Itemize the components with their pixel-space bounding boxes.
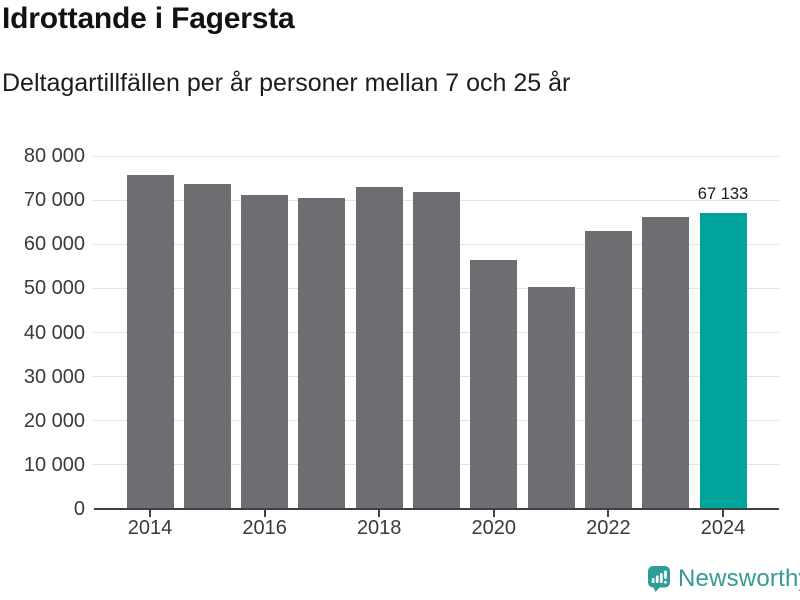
bar	[470, 259, 518, 509]
x-axis-label: 2020	[471, 517, 517, 539]
bar	[584, 231, 632, 509]
value-label: 67 133	[697, 184, 749, 203]
x-axis-label: 2018	[356, 517, 402, 539]
bar	[527, 287, 575, 509]
y-axis-label: 60 000	[23, 233, 85, 256]
x-axis-tick	[492, 510, 495, 517]
x-axis-line	[94, 508, 779, 510]
y-axis-label: 20 000	[23, 409, 85, 432]
y-axis-label: 80 000	[23, 145, 85, 167]
bar-chart-speech-bubble-icon	[648, 566, 670, 592]
bar	[355, 187, 403, 509]
gridline	[93, 155, 779, 157]
y-axis-label: 30 000	[23, 365, 85, 388]
bar	[642, 217, 690, 509]
y-axis-label: 10 000	[23, 453, 85, 476]
chart-subtitle: Deltagartillfällen per år personer mella…	[2, 69, 571, 97]
x-axis-tick	[722, 510, 724, 517]
x-axis-label: 2016	[242, 517, 287, 539]
bar	[241, 195, 289, 509]
x-axis-label: 2022	[586, 517, 631, 539]
x-axis-tick	[607, 510, 610, 517]
bar	[183, 184, 231, 509]
x-axis-tick	[378, 510, 381, 517]
x-axis-tick	[263, 510, 266, 517]
y-axis-label: 50 000	[23, 277, 85, 300]
brand-footer: Newsworthy	[648, 566, 800, 596]
x-axis-label: 2024	[700, 517, 746, 539]
bar	[298, 197, 346, 509]
x-axis-label: 2014	[127, 517, 173, 539]
x-axis-tick	[149, 510, 151, 517]
y-axis-label: 40 000	[23, 321, 85, 344]
y-axis-label: 0	[73, 498, 85, 520]
bar	[126, 175, 174, 509]
bar	[413, 192, 460, 509]
bar-highlighted	[699, 212, 747, 509]
y-axis-label: 70 000	[23, 189, 85, 212]
chart-title: Idrottande i Fagersta	[2, 2, 295, 35]
brand-name: Newsworthy	[678, 565, 800, 592]
